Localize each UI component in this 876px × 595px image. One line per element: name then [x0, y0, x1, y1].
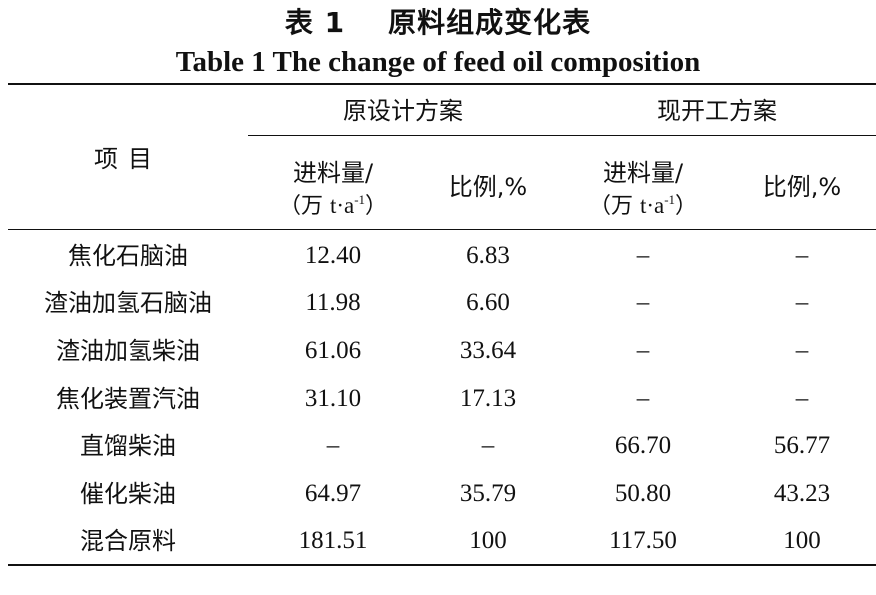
- row-feed-original: 64.97: [304, 480, 362, 507]
- row-name: 混合原料: [80, 527, 176, 555]
- row-ratio-original: 33.64: [459, 337, 517, 364]
- row-name: 焦化装置汽油: [56, 385, 200, 413]
- row-name: 渣油加氢柴油: [56, 337, 200, 365]
- row-ratio-original: 35.79: [459, 480, 517, 507]
- row-ratio-original: 17.13: [459, 385, 517, 412]
- row-ratio-current: 56.77: [773, 432, 831, 459]
- row-feed-original: 12.40: [304, 242, 362, 269]
- row-feed-current: –: [636, 242, 650, 269]
- row-feed-current: –: [636, 289, 650, 316]
- header-feed-unit-current: （万 t·a-1）: [588, 192, 698, 219]
- row-ratio-current: –: [795, 337, 809, 364]
- header-group-original-design: 原设计方案: [343, 97, 463, 125]
- top-rule: [8, 83, 876, 85]
- row-name: 渣油加氢石脑油: [44, 289, 212, 317]
- row-ratio-original: 6.60: [466, 289, 510, 316]
- row-feed-original: –: [326, 432, 340, 459]
- row-feed-current: –: [636, 385, 650, 412]
- row-name: 直馏柴油: [80, 432, 176, 460]
- group-header-rule: [248, 135, 876, 136]
- row-feed-current: 66.70: [614, 432, 672, 459]
- header-group-current-operation: 现开工方案: [657, 97, 777, 125]
- row-ratio-original: 6.83: [466, 242, 510, 269]
- row-ratio-current: –: [795, 289, 809, 316]
- row-ratio-original: 100: [469, 527, 507, 554]
- header-ratio-original: 比例,%: [448, 173, 528, 201]
- row-feed-current: –: [636, 337, 650, 364]
- header-item: 项目: [94, 145, 162, 173]
- row-ratio-current: –: [795, 385, 809, 412]
- row-ratio-current: 43.23: [773, 480, 831, 507]
- row-name: 催化柴油: [80, 480, 176, 508]
- row-feed-current: 117.50: [609, 527, 677, 554]
- header-bottom-rule: [8, 229, 876, 230]
- table-title-english: Table 1 The change of feed oil compositi…: [175, 46, 701, 78]
- row-feed-original: 11.98: [305, 289, 361, 316]
- row-feed-original: 31.10: [304, 385, 362, 412]
- header-feed-label-current: 进料量/: [602, 159, 684, 187]
- header-ratio-current: 比例,%: [762, 173, 842, 201]
- row-feed-original: 61.06: [304, 337, 362, 364]
- table-title-chinese: 表 1 原料组成变化表: [284, 6, 592, 39]
- bottom-rule: [8, 564, 876, 566]
- row-feed-original: 181.51: [298, 527, 368, 554]
- header-feed-label-original: 进料量/: [292, 159, 374, 187]
- row-ratio-original: –: [481, 432, 495, 459]
- row-name: 焦化石脑油: [68, 242, 188, 270]
- row-feed-current: 50.80: [614, 480, 672, 507]
- row-ratio-current: –: [795, 242, 809, 269]
- row-ratio-current: 100: [783, 527, 821, 554]
- header-feed-unit-original: （万 t·a-1）: [278, 192, 388, 219]
